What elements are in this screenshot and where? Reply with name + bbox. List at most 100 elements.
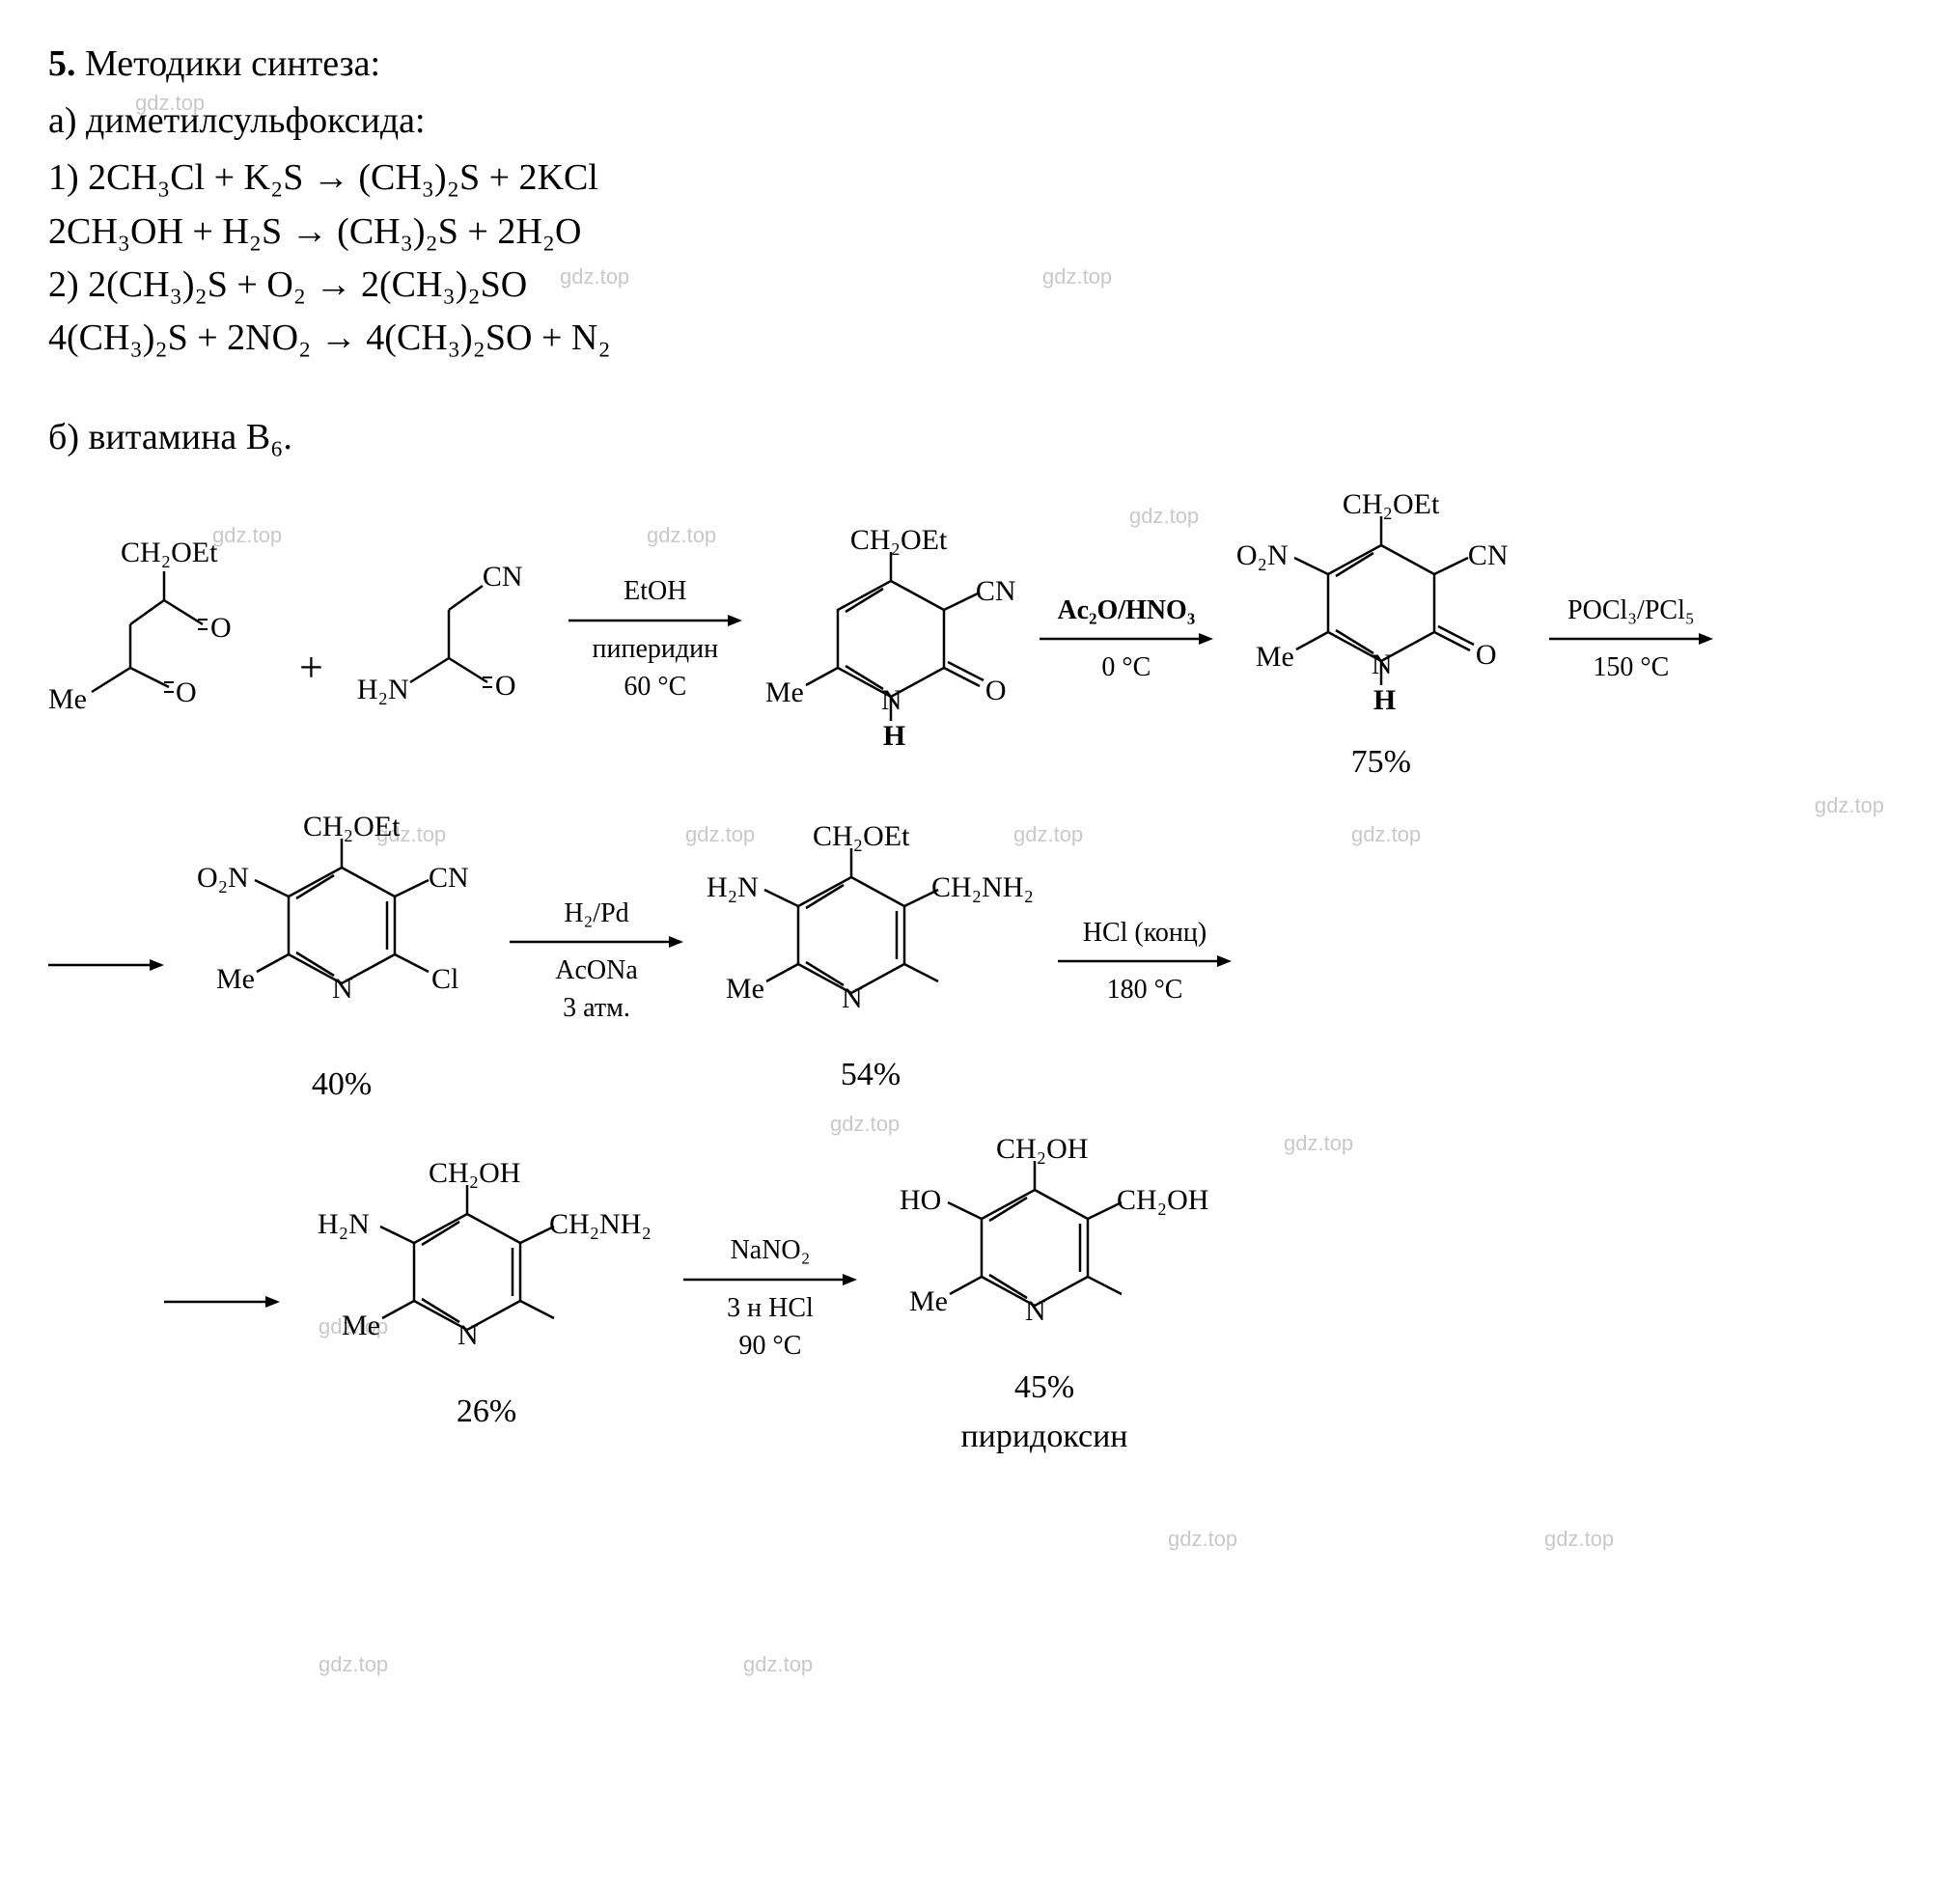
sub-label: CH₂OEt — [1343, 484, 1439, 525]
part-b-label: б) витамина B₆. — [48, 412, 1893, 463]
plus-sign: + — [299, 638, 323, 698]
watermark: gdz.top — [319, 1650, 388, 1680]
sub-label: HO — [900, 1180, 941, 1221]
arrow-reagent-above: H₂/Pd — [564, 895, 628, 932]
page-root: gdz.top gdz.top gdz.top 5. Методики синт… — [48, 39, 1893, 1460]
sub-label: CN — [976, 571, 1016, 612]
equation-text: 4(CH₃)₂S + 2NO₂ → 4(CH₃)₂SO + N₂ — [48, 317, 611, 358]
pyridine-ring — [313, 1161, 660, 1383]
reaction-arrow-5: NaNO₂ 3 н HCl 90 °C — [683, 1231, 857, 1365]
watermark: gdz.top — [830, 1110, 900, 1140]
yield-label: 54% — [841, 1052, 901, 1098]
reaction-arrow-0: EtOH пиперидин 60 °C — [568, 572, 742, 705]
structure-p1: CH₂OEt CN Me N H O — [765, 528, 1016, 750]
problem-number: 5. — [48, 43, 76, 84]
ring-n-label: N — [1025, 1291, 1046, 1332]
continuation-arrow — [48, 931, 164, 991]
arrow-reagent-below: 0 °C — [1101, 648, 1151, 686]
sub-label: H — [883, 716, 905, 757]
sub-label: Me — [1256, 637, 1294, 677]
arrow-reagent-above: POCl₃/PCl₅ — [1567, 592, 1695, 629]
sub-label: O — [985, 671, 1007, 711]
arrow-reagent-above: NaNO₂ — [731, 1231, 811, 1269]
sub-label: H — [1373, 680, 1396, 721]
sub-label: O₂N — [1236, 536, 1289, 576]
reaction-arrow-4: HCl (конц) 180 °C — [1058, 914, 1232, 1008]
pyridine-ring — [707, 824, 1035, 1046]
arrow-reagent-above: Ac₂O/HNO₃ — [1057, 592, 1195, 629]
sub-label: CN — [483, 557, 523, 597]
structure-p5: CH₂OH CH₂NH₂ H₂N Me N 26% — [313, 1161, 660, 1435]
reaction-arrow-1: Ac₂O/HNO₃ 0 °C — [1040, 592, 1213, 686]
sub-label: Me — [765, 673, 804, 713]
continuation-arrow — [164, 1268, 280, 1328]
sub-label: CH₂OH — [429, 1153, 520, 1194]
ring-n-label: N — [332, 969, 353, 1009]
sub-label: O₂N — [197, 858, 249, 898]
ring-n-label: N — [1372, 645, 1393, 685]
equation-4: 4(CH₃)₂S + 2NO₂ → 4(CH₃)₂SO + N₂ — [48, 313, 1893, 364]
sub-label: CH₂OEt — [121, 533, 217, 573]
sub-label: CH₂OH — [1117, 1180, 1208, 1221]
equation-3: 2) 2(CH₃)₂S + O₂ → 2(CH₃)₂SO — [48, 260, 1893, 311]
sub-label: O — [495, 666, 516, 706]
equation-number: 1) — [48, 157, 79, 198]
sub-label: Cl — [431, 959, 458, 1000]
problem-title: 5. Методики синтеза: — [48, 39, 1893, 90]
watermark: gdz.top — [1168, 1525, 1237, 1555]
equation-text: 2CH₃OH + H₂S → (CH₃)₂S + 2H₂O — [48, 211, 581, 252]
reaction-arrow-2: POCl₃/PCl₅ 150 °C — [1549, 592, 1713, 686]
equation-text: 2CH₃Cl + K₂S → (CH₃)₂S + 2KCl — [88, 157, 598, 198]
arrow-reagent-below: 150 °C — [1593, 648, 1669, 686]
sub-label: H₂N — [357, 670, 409, 710]
scheme-row-3: CH₂OH CH₂NH₂ H₂N Me N 26% NaNO₂ 3 н HCl … — [164, 1137, 1893, 1460]
structure-s1: CH₂OEt O O Me — [48, 533, 270, 745]
yield-label: 40% — [312, 1062, 372, 1108]
sub-label: CH₂OEt — [303, 807, 400, 847]
arrow-reagent-below: 3 н HCl 90 °C — [727, 1289, 814, 1365]
sub-label: CN — [1468, 536, 1509, 576]
arrow-reagent-above: HCl (конц) — [1083, 914, 1206, 952]
structure-p4: CH₂OEt CH₂NH₂ H₂N Me N 54% — [707, 824, 1035, 1098]
sub-label: H₂N — [707, 868, 759, 908]
sub-label: CN — [429, 858, 469, 898]
sub-label: O — [210, 608, 232, 648]
sub-label: Me — [909, 1282, 948, 1322]
sub-label: Me — [48, 679, 87, 720]
scheme-row-1: CH₂OEt O O Me + — [48, 492, 1893, 786]
problem-title-text: Методики синтеза: — [85, 43, 380, 84]
structure-p2: CH₂OEt CN O₂N Me N H O 75% — [1236, 492, 1526, 786]
equation-number: 2) — [48, 264, 79, 305]
equation-2: 2CH₃OH + H₂S → (CH₃)₂S + 2H₂O — [48, 207, 1893, 258]
watermark: gdz.top — [743, 1650, 813, 1680]
sub-label: CH₂OH — [996, 1129, 1088, 1170]
yield-label: 45% — [1014, 1365, 1074, 1411]
sub-label: O — [1476, 635, 1497, 676]
sub-label: Me — [726, 969, 764, 1009]
ring-n-label: N — [881, 680, 902, 721]
product-name: пиридоксин — [960, 1414, 1127, 1460]
sub-label: H₂N — [318, 1204, 370, 1245]
sub-label: CH₂NH₂ — [549, 1204, 652, 1245]
arrow-reagent-above: EtOH — [624, 572, 686, 610]
yield-label: 75% — [1351, 739, 1411, 786]
sub-label: CH₂OEt — [813, 816, 909, 857]
watermark: gdz.top — [1544, 1525, 1614, 1555]
arrow-reagent-below: AcONa 3 атм. — [555, 952, 638, 1027]
reaction-arrow-3: H₂/Pd AcONa 3 атм. — [510, 895, 683, 1028]
equation-text: 2(CH₃)₂S + O₂ → 2(CH₃)₂SO — [88, 264, 527, 305]
ring-n-label: N — [458, 1315, 479, 1356]
part-b-section: б) витамина B₆. gdz.top gdz.top gdz.top … — [48, 412, 1893, 1460]
part-a-label: а) диметилсульфоксида: — [48, 96, 1893, 147]
structure-p3: CH₂OEt CN O₂N Me N Cl 40% — [197, 814, 486, 1108]
equation-1: 1) 2CH₃Cl + K₂S → (CH₃)₂S + 2KCl — [48, 152, 1893, 204]
yield-label: 26% — [457, 1389, 516, 1435]
structure-s2: CN H₂N O — [352, 542, 545, 735]
sub-label: CH₂NH₂ — [931, 868, 1034, 908]
arrow-reagent-below: пиперидин 60 °C — [593, 630, 719, 705]
scheme-row-2: CH₂OEt CN O₂N Me N Cl 40% H₂/Pd AcONa 3 … — [48, 814, 1893, 1108]
sub-label: Me — [342, 1306, 380, 1346]
structure-p6: CH₂OH CH₂OH HO Me N 45% пиридоксин — [880, 1137, 1208, 1460]
ring-n-label: N — [842, 979, 863, 1019]
sub-label: CH₂OEt — [850, 520, 947, 561]
